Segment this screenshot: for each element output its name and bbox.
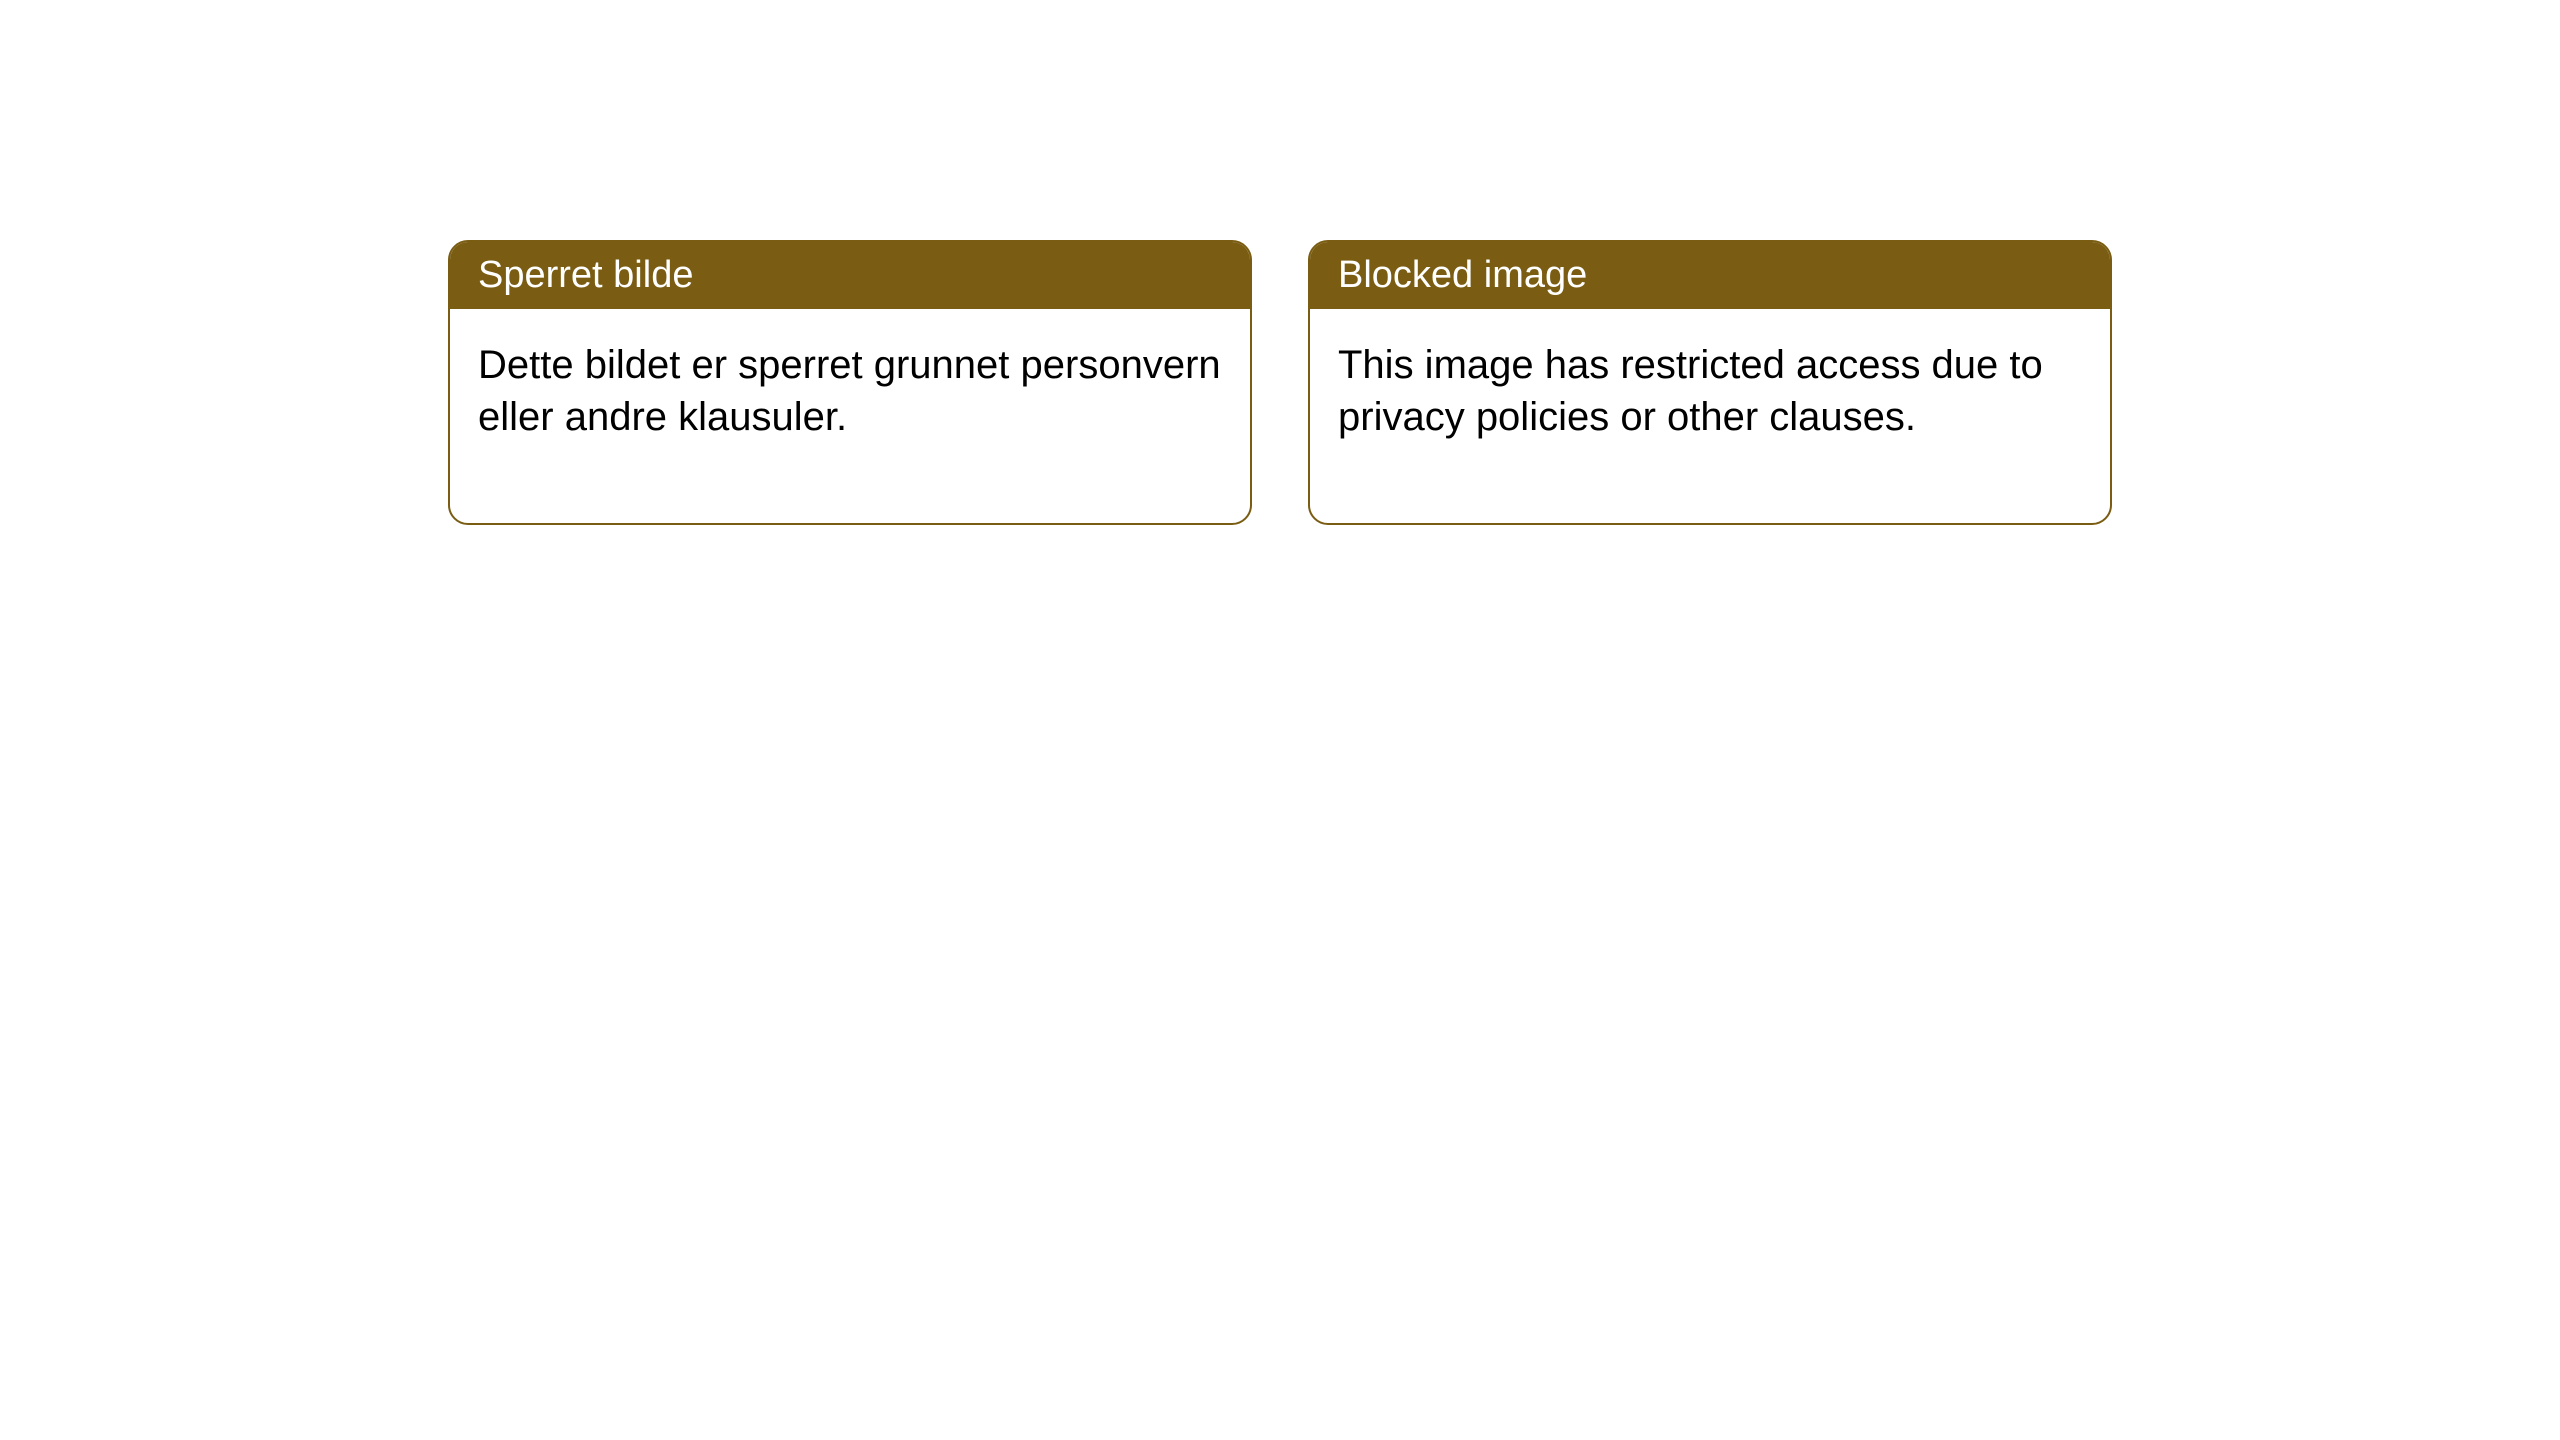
notice-card-en: Blocked image This image has restricted … (1308, 240, 2112, 525)
card-header-no: Sperret bilde (450, 242, 1250, 309)
notice-card-no: Sperret bilde Dette bildet er sperret gr… (448, 240, 1252, 525)
card-header-en: Blocked image (1310, 242, 2110, 309)
card-body-en: This image has restricted access due to … (1310, 309, 2110, 523)
notice-container: Sperret bilde Dette bildet er sperret gr… (0, 0, 2560, 525)
card-body-no: Dette bildet er sperret grunnet personve… (450, 309, 1250, 523)
